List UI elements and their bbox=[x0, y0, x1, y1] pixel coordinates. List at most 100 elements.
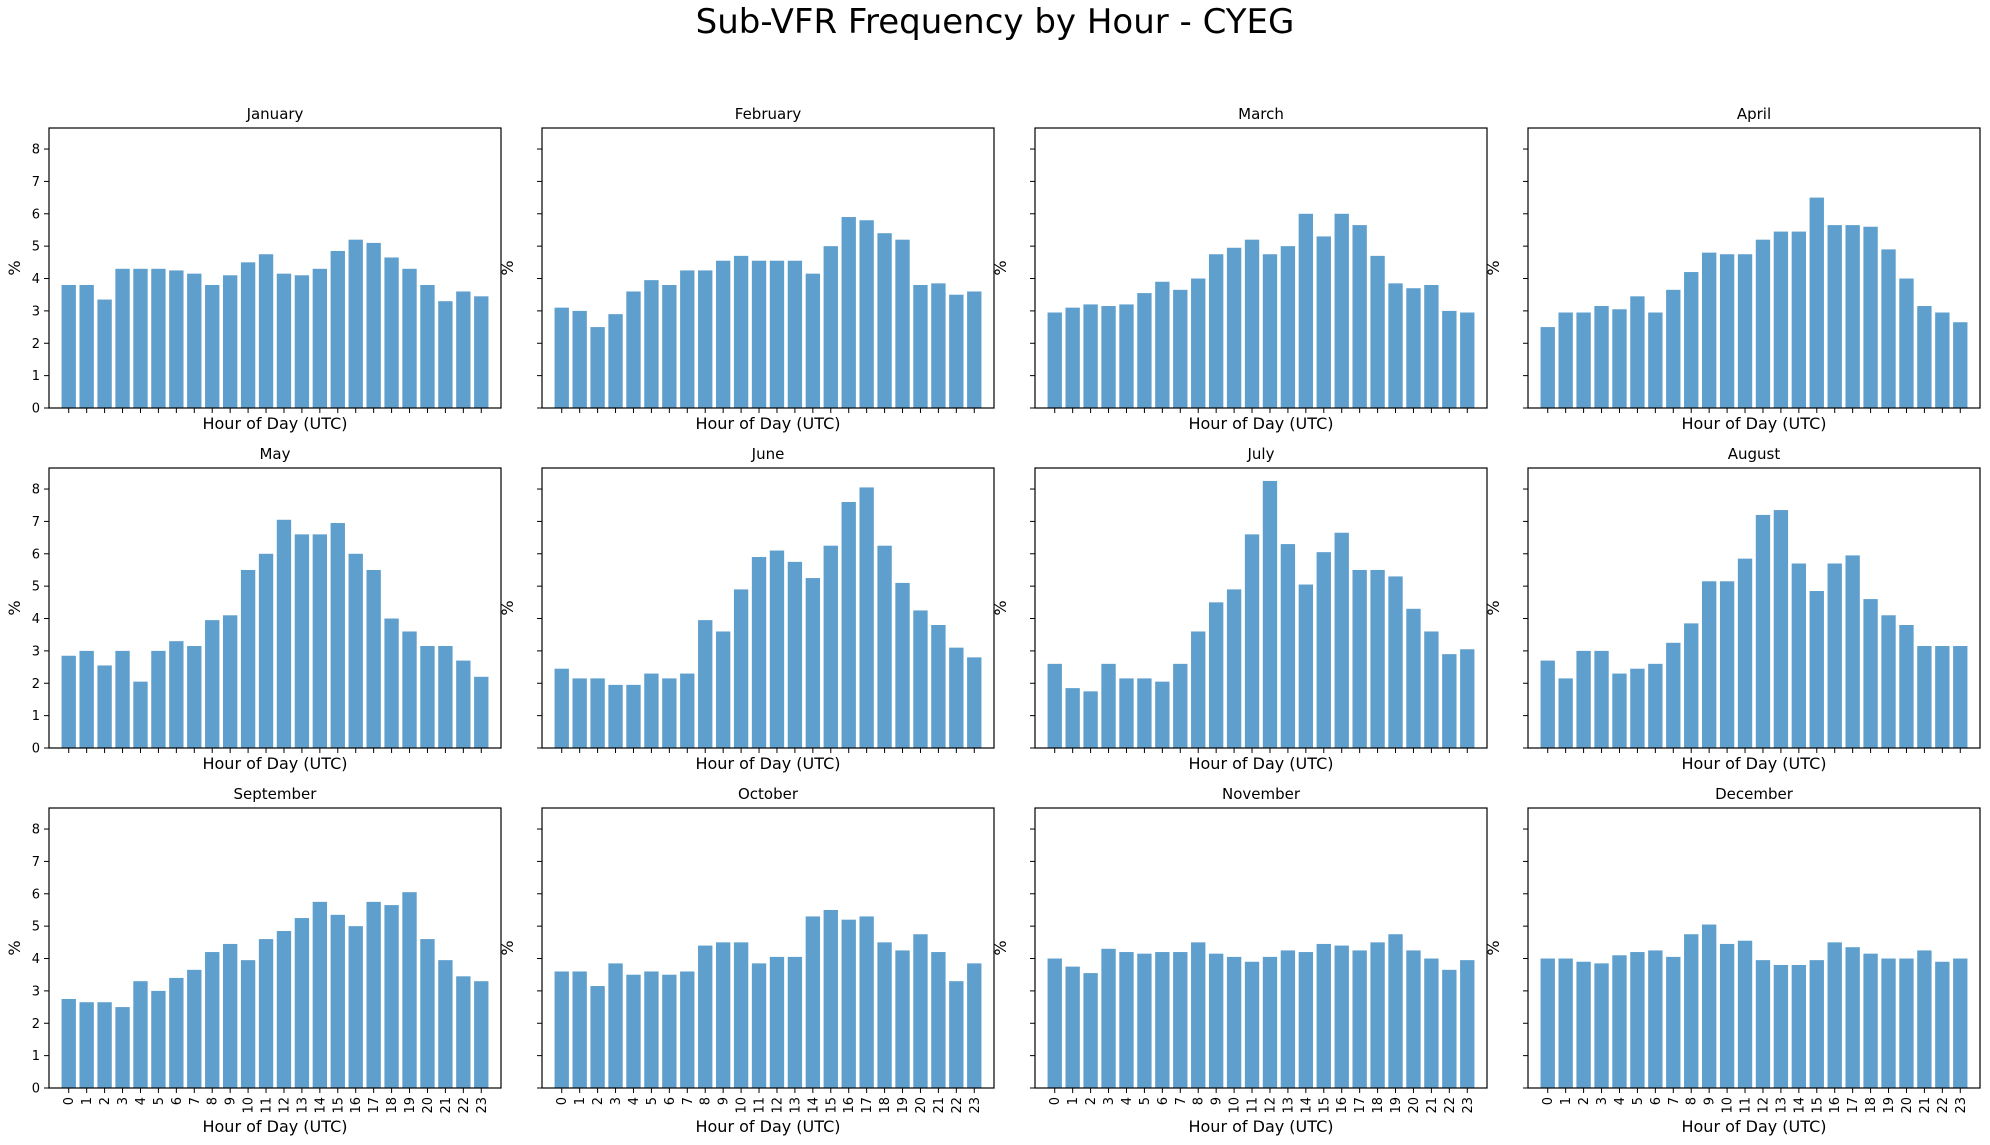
bar bbox=[312, 268, 328, 408]
bar bbox=[751, 963, 767, 1088]
bar bbox=[1262, 254, 1278, 408]
bar bbox=[348, 239, 363, 408]
bar bbox=[294, 918, 310, 1088]
y-tick-label: 1 bbox=[32, 369, 40, 384]
bar bbox=[1047, 663, 1062, 748]
bar bbox=[1755, 960, 1771, 1088]
bar bbox=[151, 990, 166, 1088]
x-tick-label: 4 bbox=[1120, 1097, 1135, 1105]
subplot-title: June bbox=[751, 445, 785, 463]
bar bbox=[1191, 631, 1206, 748]
x-tick-label: 13 bbox=[788, 1097, 803, 1114]
x-axis-label: Hour of Day (UTC) bbox=[202, 754, 347, 773]
bar bbox=[240, 569, 256, 748]
y-tick-label: 0 bbox=[32, 1082, 40, 1097]
subplot-title: May bbox=[259, 445, 290, 463]
x-tick-label: 16 bbox=[842, 1097, 857, 1114]
subplot-april: April% Hour of Day (UTC) bbox=[1484, 105, 1981, 433]
x-tick-label: 3 bbox=[1102, 1097, 1117, 1105]
bar bbox=[626, 974, 641, 1088]
y-tick-label: 6 bbox=[32, 207, 40, 222]
bar bbox=[1648, 312, 1663, 408]
subplot-title: December bbox=[1715, 785, 1794, 803]
bar bbox=[1101, 306, 1116, 408]
bar bbox=[787, 956, 803, 1088]
subplot-title: November bbox=[1222, 785, 1301, 803]
bar bbox=[680, 971, 695, 1088]
bar bbox=[1065, 688, 1080, 748]
bar bbox=[823, 909, 838, 1088]
y-tick-label: 5 bbox=[32, 240, 40, 255]
bar bbox=[402, 631, 417, 748]
bar bbox=[1917, 646, 1932, 748]
bar bbox=[1935, 646, 1950, 748]
bar bbox=[554, 668, 569, 748]
y-tick-label: 3 bbox=[32, 644, 40, 659]
bar bbox=[1845, 555, 1860, 748]
x-axis-label: Hour of Day (UTC) bbox=[695, 754, 840, 773]
subplot-title: September bbox=[234, 785, 318, 803]
bar bbox=[805, 273, 821, 408]
bar bbox=[1137, 293, 1152, 408]
bar bbox=[222, 615, 238, 748]
axes-frame bbox=[1527, 467, 1981, 749]
bar bbox=[1334, 945, 1349, 1088]
bar bbox=[1137, 678, 1152, 748]
axes-frame bbox=[1034, 467, 1488, 749]
bar bbox=[79, 1002, 94, 1088]
bar bbox=[258, 254, 274, 408]
bar bbox=[1755, 514, 1771, 748]
bar bbox=[1424, 958, 1439, 1088]
x-tick-label: 2 bbox=[591, 1097, 606, 1105]
bar bbox=[1244, 534, 1260, 748]
bar bbox=[1755, 239, 1771, 408]
x-tick-label: 9 bbox=[1210, 1097, 1225, 1105]
bar bbox=[1594, 650, 1609, 748]
y-axis-label: % bbox=[1484, 940, 1503, 955]
bar bbox=[572, 310, 587, 408]
y-tick-label: 8 bbox=[32, 483, 40, 498]
bar bbox=[474, 981, 489, 1088]
bar bbox=[151, 650, 166, 748]
bar bbox=[1737, 558, 1753, 748]
bar bbox=[1917, 950, 1932, 1088]
y-tick-label: 0 bbox=[32, 402, 40, 417]
bar bbox=[1809, 197, 1824, 408]
x-axis-label: Hour of Day (UTC) bbox=[1681, 1117, 1826, 1136]
bar bbox=[733, 255, 749, 408]
bar bbox=[1460, 960, 1475, 1088]
x-tick-label: 11 bbox=[1739, 1097, 1754, 1114]
x-tick-label: 16 bbox=[1828, 1097, 1843, 1114]
bar bbox=[420, 939, 435, 1088]
bar bbox=[787, 561, 803, 748]
subplot-title: October bbox=[738, 785, 799, 803]
bar bbox=[608, 963, 623, 1088]
bar bbox=[823, 246, 838, 408]
bar bbox=[384, 905, 399, 1088]
y-tick-label: 6 bbox=[32, 547, 40, 562]
bar bbox=[877, 942, 892, 1088]
bar bbox=[1719, 943, 1735, 1088]
x-tick-label: 14 bbox=[1792, 1097, 1807, 1114]
bar bbox=[1594, 306, 1609, 408]
axes-frame bbox=[1527, 127, 1981, 409]
x-tick-label: 19 bbox=[1882, 1097, 1897, 1114]
bar bbox=[1388, 576, 1403, 748]
bar bbox=[1424, 284, 1439, 408]
axes-frame bbox=[1527, 807, 1981, 1089]
bar bbox=[1406, 288, 1421, 408]
bar bbox=[1719, 581, 1735, 748]
x-tick-label: 14 bbox=[806, 1097, 821, 1114]
x-tick-label: 9 bbox=[717, 1097, 732, 1105]
bar bbox=[1334, 532, 1349, 748]
axes-frame bbox=[1034, 807, 1488, 1089]
x-tick-label: 10 bbox=[735, 1097, 750, 1114]
x-axis-label: Hour of Day (UTC) bbox=[1188, 754, 1333, 773]
bar bbox=[1370, 942, 1385, 1088]
y-axis-label: % bbox=[5, 600, 24, 615]
bar bbox=[1899, 278, 1914, 408]
bar bbox=[1442, 654, 1457, 748]
bar bbox=[1630, 668, 1645, 748]
x-tick-label: 3 bbox=[609, 1097, 624, 1105]
y-tick-label: 1 bbox=[32, 709, 40, 724]
